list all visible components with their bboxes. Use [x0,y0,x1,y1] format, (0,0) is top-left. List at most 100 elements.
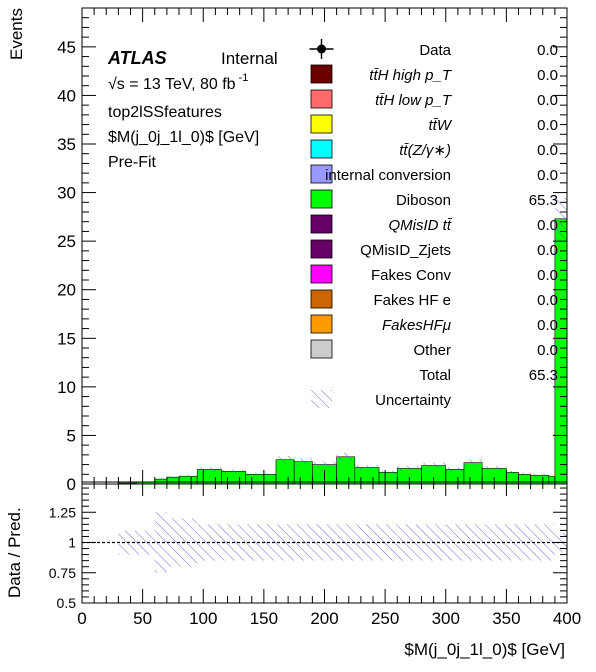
x-tick-label: 50 [133,609,152,628]
legend-value: 65.3 [529,367,558,384]
legend-value: 0.0 [537,92,558,109]
uncertainty-band-bin [421,462,446,469]
legend-value: 0.0 [537,117,558,134]
legend-swatch [310,239,333,259]
x-axis-title: $M(j_0j_1l_0)$ [GeV] [404,640,565,659]
legend-entry: Other 0.0 [310,339,558,359]
uncertainty-band-bin [154,477,167,481]
ratio-uncertainty-bin [245,524,276,561]
ratio-uncertainty-bin [136,530,155,555]
legend-label: tt̄(Z/γ∗) [399,142,451,159]
x-tick-label: 200 [310,609,338,628]
legend-swatch [310,214,333,234]
ratio-uncertainty-bin [336,524,355,561]
legend-label: Fakes HF e [373,292,451,309]
ratio-y-axis: 0.5 0.75 1 1.25 [49,481,567,611]
legend-value: 0.0 [537,317,558,334]
ratio-tick-label: 1.25 [49,504,76,520]
legend-label: tt̄H low p_T [375,92,453,109]
legend-swatch [310,64,333,84]
uncertainty-band-bin [276,456,295,464]
legend-label: Diboson [396,192,451,209]
uncertainty-band-bin [506,470,519,475]
y-tick-label: 30 [57,184,76,203]
main-histogram-bars [118,218,568,485]
legend-label: Fakes Conv [371,267,452,284]
uncertainty-band-bin [197,467,222,472]
uncertainty-band-bin [354,465,380,470]
legend-entry: tt̄H low p_T 0.0 [310,89,558,109]
legend-entry: tt̄(Z/γ∗) 0.0 [310,139,558,159]
uncertainty-band-bin [554,197,567,241]
legend-entry: internal conversion 0.0 [310,164,558,184]
ratio-tick-label: 0.75 [49,565,76,581]
x-tick-label: 150 [250,609,278,628]
legend-entry: Diboson 65.3 [310,189,558,209]
y-tick-label: 20 [57,281,76,300]
legend-swatch [310,314,333,334]
legend-entry: Total 65.3 [419,367,558,384]
legend-value: 0.0 [537,167,558,184]
legend-value: 0.0 [537,42,558,59]
legend-swatch [310,164,333,184]
uncertainty-band-bin [245,472,276,476]
y-tick-label: 0 [67,475,76,494]
legend-value: 0.0 [537,67,558,84]
x-tick-label: 250 [371,609,399,628]
legend-swatch [310,139,333,159]
x-tick-label: 100 [189,609,217,628]
legend-label: QMisID_Zjets [360,242,451,259]
legend-entry: Fakes HF e 0.0 [310,289,558,309]
legend-value: 0.0 [537,292,558,309]
legend-entry: QMisID tt̄ 0.0 [310,214,558,234]
legend-label: tt̄W [429,117,453,134]
legend-value: 0.0 [537,217,558,234]
uncertainty-band-bin [397,466,422,471]
legend-label: Total [419,367,451,384]
legend-label: Other [413,342,451,359]
uncertainty-band-bin [379,470,398,475]
ratio-uncertainty-bin [276,524,295,561]
uncertainty-band-bin [518,472,531,476]
legend-swatch [310,89,333,109]
uncertainty-band-bin [463,459,483,466]
y-tick-label: 35 [57,135,76,154]
y-tick-label: 5 [67,426,76,445]
legend-label: Data [419,42,451,59]
legend-hatch-swatch [311,390,332,408]
uncertainty-band-bin [482,466,507,471]
legend-entry: tt̄W 0.0 [310,114,558,134]
legend-entry: Data 0.0 [309,39,558,59]
legend-entry: Uncertainty [311,390,451,409]
atlas-label: ATLAS [107,48,167,68]
y-tick-label: 40 [57,86,76,105]
y-axis-title: Events [7,8,26,60]
uncertainty-band-bin [336,452,355,461]
legend-value: 0.0 [537,267,558,284]
energy-label: √s = 13 TeV, 80 fb -1 [108,72,248,93]
status-label: Internal [221,49,278,68]
legend-entry: Fakes Conv 0.0 [310,264,558,284]
main-uncertainty-band [118,197,567,484]
uncertainty-band-bin [445,467,464,472]
legend-label: QMisID tt̄ [389,217,454,234]
legend-label: Uncertainty [375,392,451,409]
legend-value: 0.0 [537,242,558,259]
legend-label: FakesHFμ [382,317,451,334]
x-tick-label: 350 [492,609,520,628]
y-tick-label: 45 [57,38,76,57]
legend: Data 0.0tt̄H high p_T 0.0tt̄H low p_T 0.0tt… [309,39,558,409]
legend-swatch [310,189,333,209]
legend-swatch [310,339,333,359]
uncertainty-band-bin [530,473,549,477]
legend-label: internal conversion [325,167,451,184]
legend-label: tt̄H high p_T [369,67,453,84]
legend-value: 0.0 [537,142,558,159]
legend-data-marker [317,44,326,54]
x-axis: 0 50 100 150 200 250 300 350 400 [77,8,581,628]
ratio-uncertainty-bin [548,524,555,561]
y-tick-label: 15 [57,329,76,348]
legend-swatch [310,264,333,284]
legend-entry: tt̄H high p_T 0.0 [310,64,558,84]
